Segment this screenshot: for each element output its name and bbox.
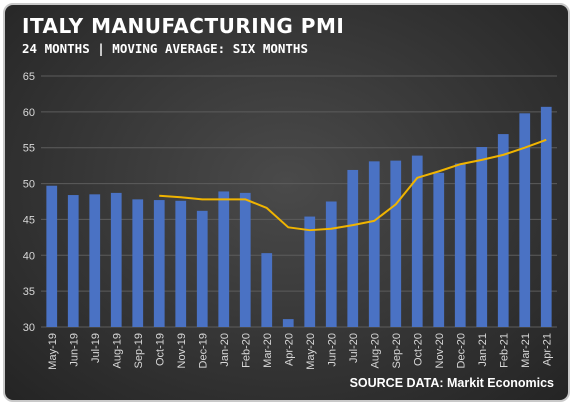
x-tick-label: Aug-19 xyxy=(111,333,123,368)
bar xyxy=(196,210,208,327)
bar xyxy=(261,253,273,327)
bar xyxy=(347,169,359,327)
bar xyxy=(433,172,445,327)
x-tick-label: Oct-20 xyxy=(412,333,424,366)
moving-average-line xyxy=(159,138,547,232)
x-tick-label: Jan-20 xyxy=(219,333,231,367)
x-tick-label: Sep-19 xyxy=(133,333,145,368)
x-tick-label: Jun-19 xyxy=(68,333,80,367)
y-tick-label: 60 xyxy=(23,107,35,119)
x-tick-label: Mar-20 xyxy=(262,333,274,368)
chart-subtitle: 24 MONTHS | MOVING AVERAGE: SIX MONTHS xyxy=(22,41,308,56)
bar xyxy=(110,192,122,327)
bar xyxy=(218,191,230,327)
bar xyxy=(153,200,165,327)
x-tick-label: Jul-20 xyxy=(348,333,360,363)
x-tick-label: Apr-21 xyxy=(541,333,553,366)
x-tick-label: May-19 xyxy=(47,333,59,370)
bar xyxy=(497,134,509,327)
x-tick-label: Apr-20 xyxy=(283,333,295,366)
x-tick-label: Jun-20 xyxy=(326,333,338,367)
y-tick-label: 30 xyxy=(23,322,35,334)
bar xyxy=(89,194,101,327)
pmi-chart: 30 35 40 45 50 55 60 65 May-19 Jun-19 Jul-19 Aug-1… xyxy=(23,71,557,370)
x-tick-label: Jul-19 xyxy=(90,333,102,363)
chart-card: 30 35 40 45 50 55 60 65 May-19 Jun-19 Jul-19 Aug-1… xyxy=(3,3,570,402)
bar xyxy=(325,201,337,327)
bar xyxy=(132,199,144,327)
source-note: SOURCE DATA: Markit Economics xyxy=(349,376,554,390)
x-tick-label: Jan-21 xyxy=(477,333,489,367)
bar xyxy=(304,216,316,327)
x-tick-label: Oct-19 xyxy=(154,333,166,366)
bar xyxy=(46,185,58,327)
x-tick-label: Feb-21 xyxy=(498,333,510,368)
bar xyxy=(476,146,488,327)
x-tick-label: May-20 xyxy=(305,333,317,370)
bar xyxy=(390,160,402,327)
y-tick-label: 55 xyxy=(23,143,35,155)
x-tick-label: Nov-19 xyxy=(176,333,188,368)
bar xyxy=(411,155,423,327)
bar xyxy=(454,163,466,327)
y-tick-label: 45 xyxy=(23,214,35,226)
y-tick-label: 50 xyxy=(23,179,35,191)
x-tick-label: Nov-20 xyxy=(434,333,446,368)
x-tick-label: Aug-20 xyxy=(369,333,381,368)
bar xyxy=(239,192,251,327)
bar xyxy=(282,319,294,327)
x-tick-label: Mar-21 xyxy=(520,333,532,368)
bar xyxy=(368,161,380,327)
bar xyxy=(519,113,531,327)
y-tick-label: 40 xyxy=(23,250,35,262)
y-tick-label: 35 xyxy=(23,286,35,298)
chart-title: ITALY MANUFACTURING PMI xyxy=(22,14,345,38)
x-tick-label: Dec-20 xyxy=(455,333,467,368)
y-tick-label: 65 xyxy=(23,71,35,83)
bar xyxy=(540,106,552,327)
x-tick-label: Sep-20 xyxy=(391,333,403,368)
bar xyxy=(175,200,187,327)
x-tick-label: Feb-20 xyxy=(240,333,252,368)
bar xyxy=(67,195,79,327)
x-tick-label: Dec-19 xyxy=(197,333,209,368)
